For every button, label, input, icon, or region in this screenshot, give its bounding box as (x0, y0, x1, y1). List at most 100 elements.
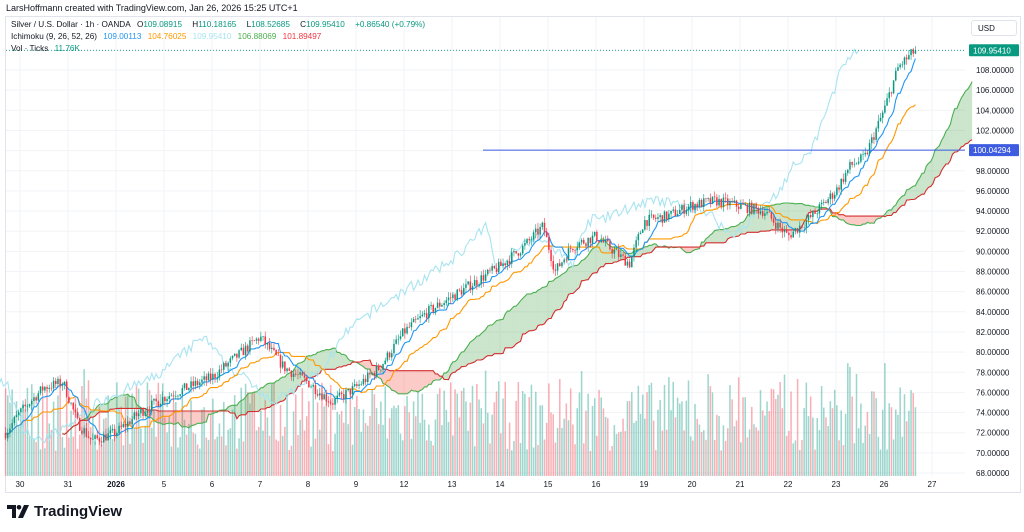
volume-bar (751, 406, 753, 476)
candle-body (362, 378, 365, 385)
volume-bar (443, 390, 445, 476)
volume-bar (528, 397, 530, 476)
candle-body (83, 428, 85, 434)
candle-body (517, 253, 520, 256)
volume-bar (668, 377, 670, 476)
candle-body (864, 152, 866, 155)
symbol-legend[interactable]: Silver / U.S. Dollar · 1h · OANDA O109.0… (11, 20, 429, 29)
volume-bar (151, 427, 153, 476)
cloud-segment (954, 108, 957, 153)
volume-bar (113, 431, 116, 476)
volume-bar (812, 417, 814, 476)
candle-body (792, 231, 794, 238)
cloud-segment (845, 216, 848, 224)
candle-body (733, 200, 736, 203)
candle-body (85, 428, 88, 437)
volume-bar (87, 380, 90, 476)
candle-body (746, 204, 749, 213)
cloud-segment (919, 173, 922, 196)
volume-bar (860, 403, 862, 476)
cloud-segment (889, 209, 892, 216)
candle-body (626, 261, 629, 266)
cloud-segment (151, 410, 154, 421)
volume-bar (792, 443, 794, 476)
volume-bar (284, 426, 286, 476)
candle-body (537, 228, 539, 235)
cloud-segment (306, 355, 309, 379)
candle-body (646, 220, 648, 226)
time-tick-label: 8 (306, 480, 311, 489)
grid (6, 17, 965, 476)
cloud-segment (424, 370, 427, 387)
volume-bar (842, 445, 845, 476)
candle-body (445, 300, 448, 304)
volume-bar (220, 436, 223, 476)
volume-bar (432, 445, 434, 476)
candle-body (351, 386, 354, 395)
volume-bar (410, 438, 413, 476)
volume-bar (853, 443, 856, 476)
candle-body (707, 198, 709, 199)
time-tick-label: 30 (16, 480, 25, 489)
candle-body (672, 209, 674, 211)
cloud-segment (524, 294, 528, 334)
volume-bar (650, 382, 653, 476)
volume-bar (301, 388, 304, 476)
candle-body (637, 234, 640, 241)
candle-body (419, 316, 421, 319)
candle-body (908, 55, 910, 60)
volume-bar (576, 408, 578, 476)
candle-body (329, 402, 332, 404)
volume-bar (316, 402, 319, 476)
candles (4, 46, 917, 447)
candle-body (888, 92, 890, 99)
volume-bar (238, 438, 240, 476)
candle-body (425, 313, 428, 319)
volume-bar (482, 423, 485, 476)
cloud-segment (193, 411, 196, 426)
candle-body (744, 204, 746, 206)
leading-span-a-line (62, 81, 973, 435)
candle-body (439, 302, 441, 307)
candle-body (358, 384, 360, 386)
cloud-segment (396, 370, 399, 394)
volume-bar (194, 433, 197, 476)
candle-body (105, 434, 107, 441)
volume-bar (175, 402, 177, 476)
candle-body (833, 194, 836, 199)
cloud-segment (489, 324, 493, 356)
candle-body (421, 314, 424, 317)
cloud-segment (638, 248, 641, 257)
cloud-segment (553, 278, 556, 314)
candle-body (279, 355, 282, 368)
cloud-segment (513, 306, 517, 347)
volume-bar (118, 407, 120, 476)
last-price-label-bg (969, 44, 1019, 57)
tradingview-logo[interactable]: TradingView (7, 503, 122, 520)
candle-body (319, 393, 321, 396)
leading-span-b-line (62, 139, 973, 435)
volume-bar (380, 401, 382, 476)
cloud-segment (926, 163, 929, 191)
volume-bar (415, 416, 417, 476)
volume-bar (833, 389, 836, 476)
candle-body (107, 433, 109, 441)
candle-body (875, 128, 877, 140)
currency-button[interactable]: USD (971, 20, 1017, 36)
candle-body (855, 163, 858, 165)
volume-legend[interactable]: Vol · Ticks 11.76K (11, 44, 84, 53)
volume-bar (541, 405, 544, 476)
candle-body (277, 354, 280, 356)
candle-body (144, 412, 146, 416)
volume-bar (275, 439, 277, 476)
horizontal-line-label: 100.04294 (973, 146, 1011, 155)
volume-bar (181, 393, 184, 476)
volume-bar (425, 440, 428, 476)
volume-bar (661, 430, 664, 476)
candle-body (779, 222, 781, 228)
change-value: +0.86540 (+0.79%) (355, 20, 426, 29)
cloud-segment (276, 380, 279, 404)
ichimoku-legend[interactable]: Ichimoku (9, 26, 52, 26) 109.00113 104.7… (11, 32, 325, 41)
candle-body (89, 437, 92, 440)
